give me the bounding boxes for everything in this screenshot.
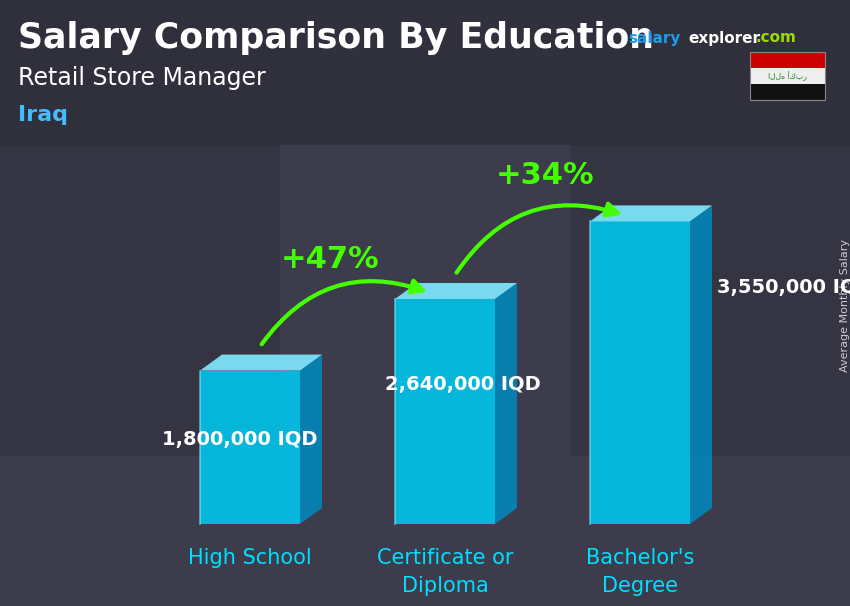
Text: 3,550,000 IQD: 3,550,000 IQD [717, 279, 850, 298]
Text: الله أكبر: الله أكبر [768, 71, 807, 81]
Polygon shape [200, 355, 322, 371]
Polygon shape [590, 221, 690, 524]
Text: +47%: +47% [280, 245, 379, 275]
Text: salary: salary [628, 30, 680, 45]
Bar [0, 0, 850, 145]
Polygon shape [200, 371, 300, 524]
Polygon shape [395, 283, 517, 299]
Text: Certificate or
Diploma: Certificate or Diploma [377, 548, 513, 596]
Bar [0, 0, 280, 456]
Text: Iraq: Iraq [18, 105, 68, 125]
Polygon shape [590, 205, 712, 221]
Bar [750, 68, 825, 84]
Polygon shape [395, 299, 495, 524]
Bar [570, 0, 850, 456]
Text: Bachelor's
Degree: Bachelor's Degree [586, 548, 694, 596]
Text: High School: High School [188, 548, 312, 568]
FancyArrowPatch shape [262, 281, 423, 344]
Text: Average Monthly Salary: Average Monthly Salary [840, 239, 850, 373]
Text: 2,640,000 IQD: 2,640,000 IQD [385, 375, 541, 394]
FancyArrowPatch shape [456, 204, 618, 273]
Polygon shape [690, 205, 712, 524]
Bar [750, 84, 825, 100]
Text: explorer: explorer [688, 30, 760, 45]
Text: +34%: +34% [496, 161, 594, 190]
Text: Salary Comparison By Education: Salary Comparison By Education [18, 21, 654, 55]
Polygon shape [495, 283, 517, 524]
Text: .com: .com [756, 30, 796, 45]
Polygon shape [300, 355, 322, 524]
Text: Retail Store Manager: Retail Store Manager [18, 66, 266, 90]
Text: 1,800,000 IQD: 1,800,000 IQD [162, 430, 318, 449]
Bar [750, 52, 825, 100]
Bar [750, 52, 825, 68]
